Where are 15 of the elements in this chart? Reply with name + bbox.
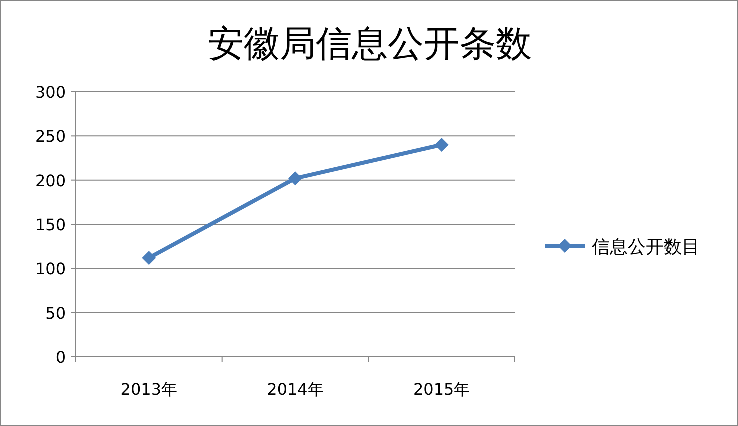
y-tick-label: 50 — [46, 304, 66, 323]
x-tick-label: 2013年 — [120, 380, 178, 399]
point — [434, 138, 449, 152]
y-tick-label: 150 — [35, 216, 66, 234]
legend-label: 信息公开数目 — [592, 237, 700, 258]
point — [142, 251, 156, 266]
x-tick-label: 2015年 — [413, 380, 470, 399]
chart-title: 安徽局信息公开条数 — [208, 24, 532, 65]
y-tick-label: 300 — [35, 83, 66, 102]
y-tick-label: 0 — [56, 348, 66, 367]
y-tick-label: 200 — [35, 171, 66, 190]
x-tick-label: 2014年 — [267, 380, 324, 399]
y-tick-label: 100 — [35, 260, 66, 279]
y-tick-label: 250 — [35, 127, 66, 146]
point — [288, 172, 302, 186]
